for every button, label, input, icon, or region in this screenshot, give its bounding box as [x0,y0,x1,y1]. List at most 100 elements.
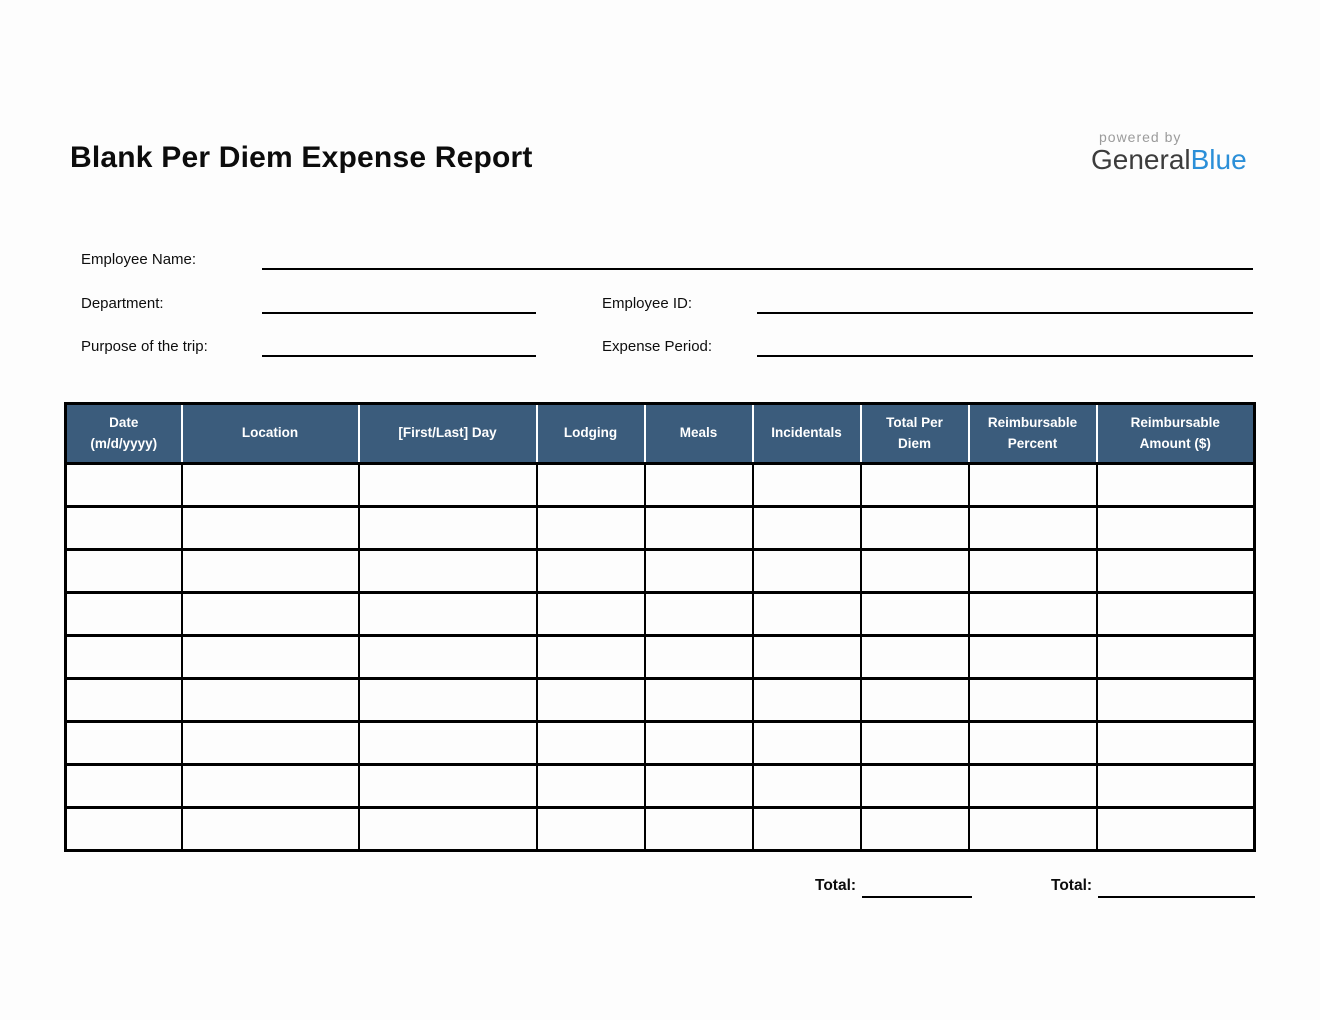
table-cell[interactable] [643,548,754,594]
table-cell[interactable] [751,720,862,766]
table-cell[interactable] [643,806,754,852]
table-cell[interactable] [859,806,970,852]
table-cell[interactable] [967,806,1098,852]
table-header: Date (m/d/yyyy) Location [First/Last] Da… [64,402,1256,465]
total-per-diem-field[interactable] [862,878,972,898]
table-cell[interactable] [859,720,970,766]
table-cell[interactable] [64,505,183,551]
table-cell[interactable] [643,634,754,680]
table-cell[interactable] [1095,720,1256,766]
table-cell[interactable] [180,806,360,852]
total-reimbursable-label: Total: [1051,877,1093,894]
table-cell[interactable] [1095,505,1256,551]
table-cell[interactable] [180,505,360,551]
table-cell[interactable] [64,763,183,809]
table-cell[interactable] [357,462,538,508]
table-cell[interactable] [751,806,862,852]
table-cell[interactable] [859,763,970,809]
table-cell[interactable] [64,720,183,766]
table-cell[interactable] [751,591,862,637]
table-cell[interactable] [967,591,1098,637]
table-cell[interactable] [859,634,970,680]
column-header-first-last-day: [First/Last] Day [357,402,538,465]
table-cell[interactable] [859,505,970,551]
table-cell[interactable] [1095,634,1256,680]
table-cell[interactable] [967,462,1098,508]
expense-period-field[interactable] [757,337,1253,357]
department-field[interactable] [262,294,536,314]
column-header-total-per-diem: Total Per Diem [859,402,970,465]
table-cell[interactable] [751,677,862,723]
table-cell[interactable] [967,720,1098,766]
column-header-location: Location [180,402,360,465]
table-cell[interactable] [64,806,183,852]
table-cell[interactable] [64,548,183,594]
table-cell[interactable] [859,677,970,723]
table-cell[interactable] [967,763,1098,809]
brand-wordmark: GeneralBlue [1091,144,1247,175]
table-cell[interactable] [64,591,183,637]
table-cell[interactable] [643,677,754,723]
table-cell[interactable] [357,505,538,551]
table-cell[interactable] [967,677,1098,723]
table-cell[interactable] [967,548,1098,594]
employee-id-label: Employee ID: [602,295,693,312]
table-cell[interactable] [535,591,646,637]
column-header-lodging: Lodging [535,402,646,465]
table-cell[interactable] [535,720,646,766]
table-cell[interactable] [859,548,970,594]
table-cell[interactable] [357,806,538,852]
table-cell[interactable] [64,462,183,508]
table-cell[interactable] [859,462,970,508]
table-cell[interactable] [1095,806,1256,852]
employee-name-field[interactable] [262,250,1253,270]
table-cell[interactable] [180,634,360,680]
table-cell[interactable] [751,505,862,551]
table-cell[interactable] [180,677,360,723]
table-cell[interactable] [357,548,538,594]
table-cell[interactable] [751,548,862,594]
table-cell[interactable] [357,634,538,680]
total-per-diem-label: Total: [815,877,857,894]
table-cell[interactable] [357,591,538,637]
table-cell[interactable] [1095,548,1256,594]
table-cell[interactable] [751,634,862,680]
table-cell[interactable] [859,591,970,637]
table-header-row: Date (m/d/yyyy) Location [First/Last] Da… [64,402,1256,465]
table-cell[interactable] [967,505,1098,551]
employee-id-field[interactable] [757,294,1253,314]
table-cell[interactable] [643,763,754,809]
table-cell[interactable] [180,763,360,809]
table-cell[interactable] [535,763,646,809]
table-cell[interactable] [535,505,646,551]
table-cell[interactable] [751,763,862,809]
table-cell[interactable] [535,462,646,508]
table-cell[interactable] [751,462,862,508]
page-title: Blank Per Diem Expense Report [70,141,533,174]
table-cell[interactable] [180,548,360,594]
table-cell[interactable] [967,634,1098,680]
table-cell[interactable] [535,634,646,680]
table-cell[interactable] [643,505,754,551]
table-cell[interactable] [643,591,754,637]
table-cell[interactable] [1095,462,1256,508]
table-cell[interactable] [643,720,754,766]
table-cell[interactable] [535,548,646,594]
table-cell[interactable] [180,462,360,508]
table-cell[interactable] [180,720,360,766]
table-cell[interactable] [643,462,754,508]
table-cell[interactable] [64,677,183,723]
table-cell[interactable] [357,720,538,766]
table-row [64,634,1256,680]
table-cell[interactable] [1095,763,1256,809]
table-cell[interactable] [1095,677,1256,723]
table-cell[interactable] [535,677,646,723]
purpose-of-trip-field[interactable] [262,337,536,357]
table-cell[interactable] [64,634,183,680]
table-cell[interactable] [357,677,538,723]
table-cell[interactable] [1095,591,1256,637]
table-cell[interactable] [535,806,646,852]
total-reimbursable-field[interactable] [1098,878,1255,898]
table-cell[interactable] [357,763,538,809]
table-cell[interactable] [180,591,360,637]
